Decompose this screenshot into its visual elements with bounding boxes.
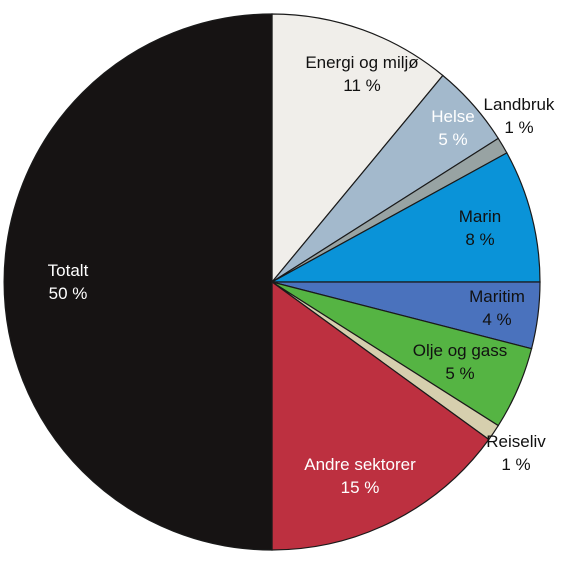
slice-value-label: 5 %: [438, 130, 467, 149]
slice-value-label: 15 %: [341, 478, 380, 497]
slice-name-label: Andre sektorer: [304, 455, 416, 474]
pie-slice-totalt: [3, 13, 273, 551]
slice-value-label: 4 %: [482, 310, 511, 329]
slice-name-label: Marin: [459, 207, 502, 226]
pie-slice-andre-sektorer: [271, 280, 490, 551]
slice-name-label: Energi og miljø: [305, 53, 418, 72]
pie-slice-marin: [271, 152, 541, 283]
slice-name-label: Olje og gass: [413, 341, 508, 360]
slice-value-label: 1 %: [501, 455, 530, 474]
pie-labels: Energi og miljø 11 % Helse 5 % Landbruk 1 % Ma…: [48, 53, 555, 497]
slice-value-label: 50 %: [49, 284, 88, 303]
slice-name-label: Reiseliv: [486, 432, 546, 451]
slice-value-label: 11 %: [343, 76, 381, 95]
slice-name-label: Totalt: [48, 261, 89, 280]
slice-value-label: 5 %: [445, 364, 474, 383]
slice-value-label: 8 %: [465, 230, 494, 249]
slice-value-label: 1 %: [504, 118, 533, 137]
slice-name-label: Maritim: [469, 287, 525, 306]
pie-slices: [3, 13, 541, 551]
slice-name-label: Helse: [431, 107, 474, 126]
slice-name-label: Landbruk: [484, 95, 555, 114]
pie-slice-energi-og-miljø: [271, 13, 444, 284]
